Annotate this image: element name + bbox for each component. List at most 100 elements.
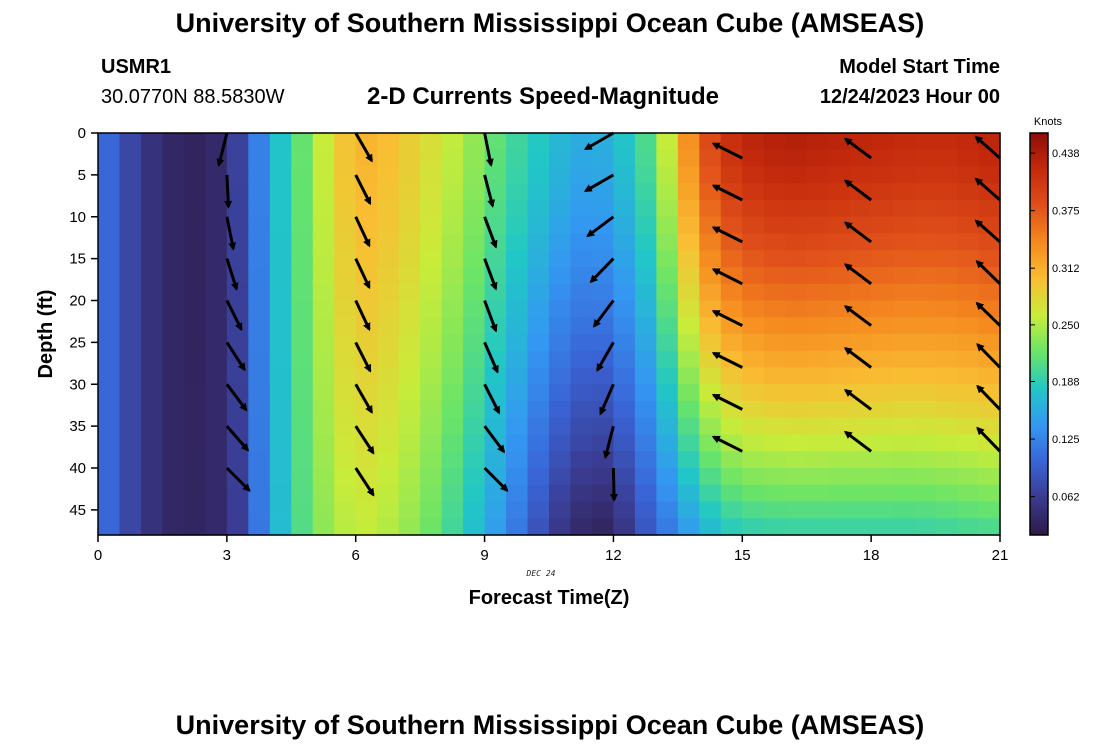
current-vector-arrow	[711, 142, 743, 160]
heatmap-cell	[656, 166, 679, 184]
heatmap-cell	[506, 317, 529, 335]
heatmap-cell	[420, 300, 443, 318]
heatmap-cell	[914, 334, 937, 352]
heatmap-cell	[699, 200, 722, 218]
heatmap-cell	[441, 233, 464, 251]
heatmap-cell	[935, 334, 958, 352]
heatmap-cell	[914, 367, 937, 385]
heatmap-cell	[269, 200, 292, 218]
heatmap-cell	[871, 250, 894, 268]
heatmap-cell	[763, 350, 786, 369]
heatmap-cell	[549, 250, 572, 268]
heatmap-cell	[720, 300, 743, 318]
heatmap-cell	[441, 300, 464, 318]
heatmap-cell	[205, 484, 228, 503]
heatmap-cell	[613, 518, 636, 536]
heatmap-cell	[570, 501, 593, 519]
current-vector-arrow	[603, 425, 615, 460]
heatmap-cell	[914, 300, 937, 318]
heatmap-cell	[183, 233, 206, 251]
heatmap-cell	[871, 384, 894, 402]
heatmap-cell	[742, 417, 765, 436]
heatmap-cell	[463, 200, 486, 218]
heatmap-cell	[162, 484, 185, 503]
heatmap-cell	[699, 300, 722, 318]
heatmap-cell	[914, 518, 937, 536]
heatmap-cell	[699, 501, 722, 519]
heatmap-cell	[527, 367, 550, 385]
heatmap-cell	[420, 468, 443, 486]
heatmap-cell	[828, 401, 851, 419]
heatmap-cell	[914, 133, 937, 151]
heatmap-cell	[484, 417, 507, 436]
x-tick-label: 21	[992, 547, 1009, 564]
heatmap-cell	[527, 183, 550, 201]
heatmap-cell	[140, 451, 164, 469]
heatmap-cell	[570, 350, 593, 369]
heatmap-cell	[506, 434, 529, 452]
heatmap-cell	[420, 451, 443, 469]
heatmap-cell	[742, 484, 765, 503]
heatmap-cell	[914, 401, 937, 419]
heatmap-cell	[763, 149, 786, 168]
y-axis-label: Depth (ft)	[35, 290, 57, 379]
heatmap-cell	[763, 250, 786, 268]
current-vector-arrow	[843, 221, 872, 244]
current-vector-arrow	[609, 467, 618, 502]
heatmap-cell	[119, 200, 142, 218]
heatmap-cell	[656, 518, 679, 536]
heatmap-cell	[527, 501, 550, 519]
heatmap-cell	[656, 133, 679, 151]
heatmap-cell	[892, 451, 915, 469]
current-vector-arrow	[583, 173, 615, 193]
heatmap-cell	[226, 451, 249, 469]
heatmap-cell	[591, 166, 615, 184]
heatmap-cell	[355, 283, 378, 302]
heatmap-cell	[634, 133, 657, 151]
heatmap-cell	[742, 501, 765, 519]
heatmap-cell	[549, 518, 572, 536]
heatmap-cell	[549, 484, 572, 503]
heatmap-cell	[613, 283, 636, 302]
heatmap-cell	[183, 267, 206, 285]
current-vector-arrow	[596, 341, 615, 372]
heatmap-cell	[806, 216, 829, 235]
heatmap-cell	[506, 283, 529, 302]
heatmap-cell	[506, 417, 529, 436]
heatmap-cell	[140, 250, 164, 268]
heatmap-cell	[162, 468, 185, 486]
heatmap-cell	[98, 367, 121, 385]
heatmap-cell	[806, 384, 829, 402]
heatmap-cell	[549, 166, 572, 184]
current-vector-arrow	[483, 425, 505, 454]
heatmap-cell	[162, 518, 185, 536]
heatmap-cell	[978, 283, 1001, 302]
heatmap-cell	[828, 434, 851, 452]
heatmap-cell	[570, 451, 593, 469]
current-vector-arrow	[483, 216, 498, 249]
heatmap-cell	[957, 468, 980, 486]
heatmap-cell	[935, 350, 958, 369]
heatmap-cell	[119, 267, 142, 285]
heatmap-cell	[892, 216, 915, 235]
heatmap-cell	[785, 334, 808, 352]
model-start-label: Model Start Time	[839, 56, 1000, 78]
heatmap-cell	[656, 267, 679, 285]
heatmap-cell	[398, 233, 421, 251]
heatmap-cell	[763, 468, 786, 486]
heatmap-cell	[140, 384, 164, 402]
heatmap-cell	[871, 166, 894, 184]
heatmap-cell	[763, 501, 786, 519]
heatmap-cell	[549, 200, 572, 218]
heatmap-cell	[269, 384, 292, 402]
heatmap-cell	[656, 250, 679, 268]
current-vectors	[216, 131, 1002, 502]
heatmap-cell	[785, 149, 808, 168]
heatmap-cell	[871, 451, 894, 469]
heatmap-cell	[914, 149, 937, 168]
heatmap-cell	[763, 384, 786, 402]
heatmap-cell	[484, 166, 507, 184]
heatmap-cell	[140, 350, 164, 369]
heatmap-cell	[162, 317, 185, 335]
